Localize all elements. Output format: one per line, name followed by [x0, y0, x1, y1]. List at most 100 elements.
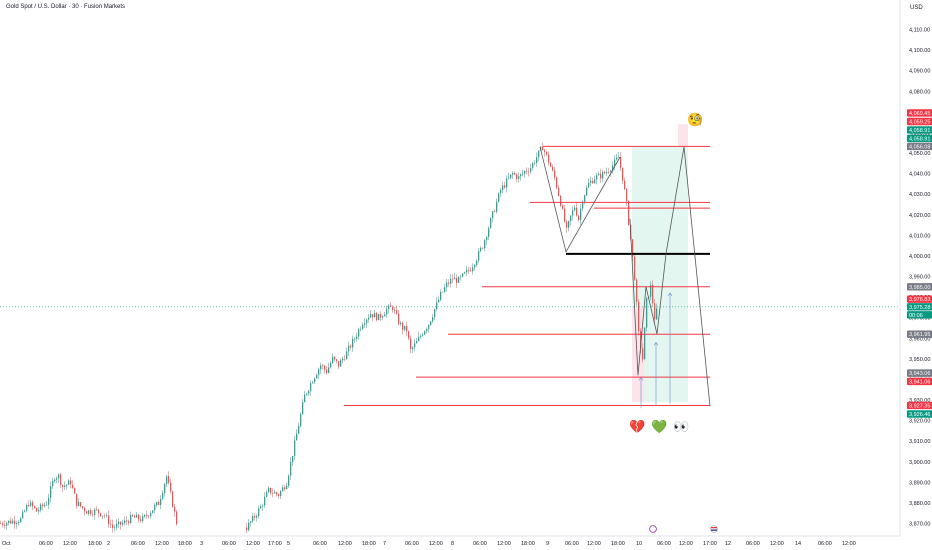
candle — [444, 287, 446, 292]
eyes-icon: 👀 — [673, 420, 690, 435]
price-tag-label: 4,058.91 — [909, 136, 930, 142]
candle — [566, 221, 568, 228]
candle — [172, 491, 174, 507]
candle — [542, 146, 544, 151]
candle — [348, 345, 350, 352]
candle — [350, 345, 352, 348]
candle — [376, 312, 378, 321]
candle — [38, 510, 40, 512]
candle — [644, 327, 646, 360]
y-tick-label: 3,930.00 — [909, 398, 930, 404]
candle — [384, 314, 386, 317]
candle — [28, 505, 30, 506]
price-tag-label: 3,976.83 — [909, 297, 930, 303]
price-tag — [907, 126, 932, 134]
candle — [646, 298, 648, 328]
candle — [578, 215, 580, 220]
candle — [152, 510, 154, 513]
level-layer — [344, 145, 710, 406]
price-tag-label: 4,069.45 — [909, 111, 930, 117]
price-tag-label: 3,941.06 — [909, 379, 930, 385]
candle — [160, 498, 162, 505]
candle — [656, 308, 658, 320]
candle — [392, 306, 394, 311]
candle — [426, 328, 428, 332]
candle — [620, 157, 622, 168]
candle — [370, 314, 372, 318]
candle — [382, 316, 384, 318]
drawing-layer — [539, 146, 711, 409]
candle — [308, 390, 310, 394]
us-flag-icon — [710, 525, 718, 533]
candle — [362, 324, 364, 329]
x-tick-label: 12 — [725, 541, 731, 547]
x-tick-label: 18:00 — [611, 541, 625, 547]
candle — [134, 516, 136, 518]
candle — [326, 369, 328, 373]
candle — [492, 211, 494, 219]
x-tick-label: 06:00 — [405, 541, 419, 547]
candle — [338, 361, 340, 367]
candle — [248, 522, 250, 531]
candle — [356, 336, 358, 339]
x-tick-label: 06:00 — [131, 541, 145, 547]
y-tick-label: 3,970.00 — [909, 316, 930, 322]
candle — [250, 521, 252, 523]
candle — [14, 520, 16, 524]
candle — [22, 511, 24, 519]
candle — [618, 157, 620, 158]
x-tick-label: 12:00 — [497, 541, 511, 547]
price-tag-label: 3,943.06 — [909, 371, 930, 377]
price-axis[interactable]: 3,870.00 3,880.00 3,890.00 3,900.00 3,910.00… — [907, 28, 932, 528]
candle — [580, 208, 582, 220]
candle — [68, 480, 70, 485]
candle — [72, 484, 74, 489]
candle — [564, 208, 566, 222]
candle — [344, 358, 346, 360]
y-tick-label: 3,960.00 — [909, 336, 930, 342]
candle — [368, 317, 370, 320]
candle — [360, 328, 362, 330]
candle — [604, 171, 606, 174]
candle — [474, 264, 476, 268]
candle — [596, 175, 598, 180]
candle — [148, 515, 150, 517]
price-tag — [907, 369, 932, 377]
candle — [364, 323, 366, 325]
candle — [614, 159, 616, 166]
candle — [518, 176, 520, 179]
time-axis[interactable]: Oct 06:00 12:00 18:00 2 06:00 12:00 18:00 3 06:00… — [2, 525, 856, 547]
y-tick-label: 3,990.00 — [909, 275, 930, 281]
candle — [576, 207, 578, 216]
candle — [652, 284, 654, 304]
event-marker-icon — [649, 525, 657, 533]
candle — [274, 492, 276, 494]
candle — [570, 215, 572, 222]
projection-path — [629, 146, 711, 407]
candle — [270, 487, 272, 494]
candle — [92, 513, 94, 515]
candle — [142, 516, 144, 521]
candle — [156, 502, 158, 506]
us-flag-stripe — [711, 527, 717, 529]
candle — [302, 402, 304, 415]
price-tag — [907, 117, 932, 126]
candle — [146, 514, 148, 516]
candle — [346, 351, 348, 360]
y-tick-label: 4,090.00 — [909, 69, 930, 75]
price-tag — [907, 295, 932, 303]
x-tick-label: 7 — [383, 541, 386, 547]
candle — [460, 276, 462, 278]
candle — [124, 520, 126, 524]
candle — [404, 325, 406, 330]
candle — [320, 365, 322, 370]
y-tick-label: 3,950.00 — [909, 357, 930, 363]
arrow-head — [638, 376, 644, 381]
y-tick-label: 4,020.00 — [909, 213, 930, 219]
candle — [138, 514, 140, 520]
candle — [390, 305, 392, 307]
price-tag — [907, 303, 932, 311]
candle — [464, 272, 466, 274]
candle — [246, 527, 248, 531]
